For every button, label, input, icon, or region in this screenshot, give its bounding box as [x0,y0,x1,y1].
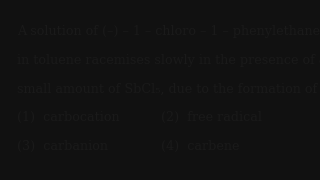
Text: (3)  carbanion: (3) carbanion [17,140,108,153]
Text: (1)  carbocation: (1) carbocation [17,111,120,124]
Text: (4)  carbene: (4) carbene [161,140,239,153]
Text: small amount of SbCl₅, due to the formation of -: small amount of SbCl₅, due to the format… [17,82,320,95]
Text: (2)  free radical: (2) free radical [161,111,262,124]
Text: in toluene racemises slowly in the presence of a: in toluene racemises slowly in the prese… [17,54,320,67]
Text: A solution of (–) – 1 – chloro – 1 – phenylethane: A solution of (–) – 1 – chloro – 1 – phe… [17,25,320,38]
